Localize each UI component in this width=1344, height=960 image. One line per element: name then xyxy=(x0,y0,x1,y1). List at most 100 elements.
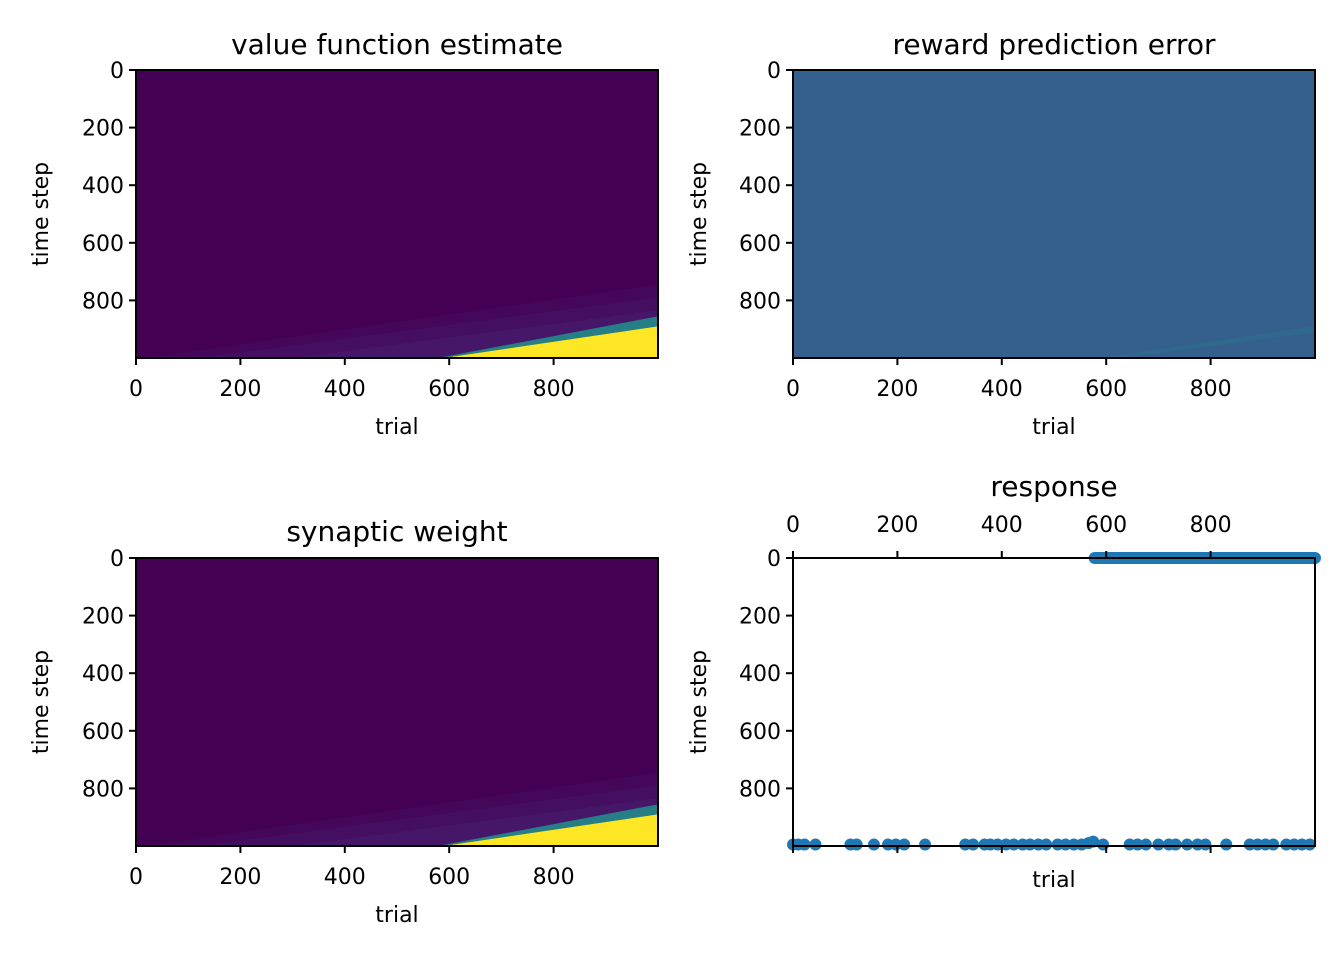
x-tick-label: 600 xyxy=(428,865,470,890)
x-tick-label: 0 xyxy=(129,865,143,890)
x-tick-label: 0 xyxy=(129,377,143,402)
axes-frame xyxy=(135,69,659,359)
axes-frame xyxy=(792,557,1316,847)
y-tick-label: 0 xyxy=(110,59,124,84)
scatter-point xyxy=(798,838,811,851)
y-ticks: 0 200 400 600 800 xyxy=(82,547,136,802)
y-tick-label: 0 xyxy=(767,547,781,572)
y-axis-label: time step xyxy=(687,650,712,754)
scatter-point xyxy=(850,838,863,851)
heatmap-high-region xyxy=(443,326,658,358)
y-tick-label: 200 xyxy=(82,605,124,630)
y-tick-label: 0 xyxy=(110,547,124,572)
scatter-point xyxy=(1220,838,1233,851)
x-tick-label: 200 xyxy=(876,513,918,538)
scatter-point xyxy=(967,838,980,851)
y-tick-label: 600 xyxy=(739,232,781,257)
scatter-point xyxy=(1303,838,1316,851)
y-tick-label: 800 xyxy=(82,777,124,802)
y-tick-label: 200 xyxy=(82,117,124,142)
axes-frame xyxy=(135,557,659,847)
panel-synaptic-weight: synaptic weight 0 200 400 600 800 0 200 400 600… xyxy=(29,515,659,928)
scatter-area xyxy=(787,552,1321,851)
y-ticks: 0 200 400 600 800 xyxy=(739,547,793,802)
y-tick-label: 600 xyxy=(82,720,124,745)
x-tick-label: 400 xyxy=(324,377,366,402)
chart-title: value function estimate xyxy=(231,28,563,61)
x-tick-label: 200 xyxy=(219,865,261,890)
y-ticks: 0 200 400 600 800 xyxy=(82,59,136,314)
heatmap-background xyxy=(793,70,1315,358)
x-tick-label: 200 xyxy=(219,377,261,402)
heatmap-streak xyxy=(146,284,658,358)
heatmap-high-region xyxy=(443,814,658,846)
scatter-point xyxy=(1059,838,1072,851)
x-ticks: 0 200 400 600 800 xyxy=(129,846,575,890)
scatter-point xyxy=(867,838,880,851)
y-ticks: 0 200 400 600 800 xyxy=(739,59,793,314)
x-ticks: 0 200 400 600 800 xyxy=(786,358,1232,402)
x-axis-label: trial xyxy=(375,903,418,928)
y-tick-label: 200 xyxy=(739,117,781,142)
y-tick-label: 400 xyxy=(739,662,781,687)
scatter-point xyxy=(991,838,1004,851)
heatmap-streak xyxy=(146,772,658,846)
panel-reward-prediction-error: reward prediction error 0 200 400 600 800 0 2… xyxy=(687,28,1316,440)
x-tick-label: 400 xyxy=(981,377,1023,402)
x-axis-label: trial xyxy=(375,415,418,440)
scatter-point xyxy=(1139,838,1152,851)
x-tick-label: 800 xyxy=(533,377,575,402)
x-ticks-top: 0 200 400 600 800 xyxy=(786,513,1232,558)
scatter-point xyxy=(1181,838,1194,851)
x-tick-label: 600 xyxy=(428,377,470,402)
y-tick-label: 400 xyxy=(82,174,124,199)
x-tick-label: 800 xyxy=(1190,513,1232,538)
x-tick-label: 0 xyxy=(786,377,800,402)
chart-title: response xyxy=(990,470,1117,503)
x-ticks: 0 200 400 600 800 xyxy=(129,358,575,402)
x-tick-label: 800 xyxy=(1190,377,1232,402)
x-tick-label: 800 xyxy=(533,865,575,890)
x-axis-label: trial xyxy=(1032,415,1075,440)
scatter-point xyxy=(1007,838,1020,851)
x-tick-label: 600 xyxy=(1085,513,1127,538)
y-tick-label: 800 xyxy=(739,289,781,314)
y-tick-label: 400 xyxy=(82,662,124,687)
scatter-point xyxy=(1199,838,1212,851)
x-tick-label: 200 xyxy=(876,377,918,402)
scatter-point xyxy=(1152,838,1165,851)
scatter-point xyxy=(1131,838,1144,851)
heatmap-area xyxy=(793,70,1315,358)
panel-value-function: value function estimate 0 200 400 600 800 0 2… xyxy=(29,28,659,440)
scatter-point xyxy=(1023,838,1036,851)
y-tick-label: 800 xyxy=(82,289,124,314)
x-ticks-bottom xyxy=(792,846,1212,853)
panel-response: response 0 200 400 600 800 0 200 400 600 800 tri… xyxy=(687,470,1321,893)
x-tick-label: 400 xyxy=(981,513,1023,538)
y-tick-label: 600 xyxy=(739,720,781,745)
x-tick-label: 0 xyxy=(786,513,800,538)
y-tick-label: 800 xyxy=(739,777,781,802)
scatter-point xyxy=(809,838,822,851)
y-axis-label: time step xyxy=(29,650,54,754)
scatter-point xyxy=(1040,838,1053,851)
x-tick-label: 400 xyxy=(324,865,366,890)
x-tick-label: 600 xyxy=(1085,377,1127,402)
y-tick-label: 600 xyxy=(82,232,124,257)
heatmap-faint-band xyxy=(1100,326,1315,358)
y-axis-label: time step xyxy=(29,162,54,266)
y-tick-label: 200 xyxy=(739,605,781,630)
heatmap-background xyxy=(136,558,658,846)
y-tick-label: 0 xyxy=(767,59,781,84)
heatmap-area xyxy=(136,70,658,358)
scatter-point xyxy=(919,838,932,851)
scatter-point xyxy=(898,838,911,851)
scatter-point xyxy=(889,838,902,851)
x-axis-label: trial xyxy=(1032,868,1075,893)
scatter-point xyxy=(1169,838,1182,851)
chart-title: reward prediction error xyxy=(892,28,1216,61)
heatmap-background xyxy=(136,70,658,358)
heatmap-area xyxy=(136,558,658,846)
scatter-point xyxy=(1097,838,1110,851)
